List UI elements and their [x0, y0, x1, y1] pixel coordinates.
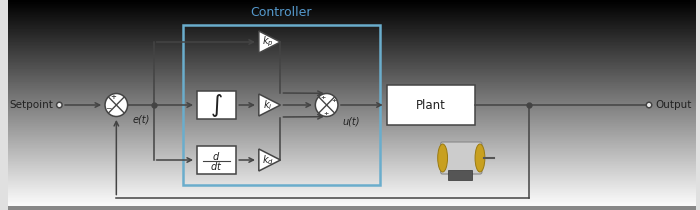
Text: +: + — [110, 94, 116, 100]
Polygon shape — [259, 149, 281, 171]
FancyBboxPatch shape — [447, 170, 472, 180]
Circle shape — [105, 93, 127, 117]
Text: +: + — [323, 111, 328, 116]
Text: u(t): u(t) — [343, 116, 360, 126]
Text: −: − — [105, 104, 111, 113]
Bar — [386, 85, 475, 125]
Bar — [197, 146, 236, 174]
Ellipse shape — [438, 144, 447, 172]
Text: +: + — [320, 95, 326, 100]
Text: $k_d$: $k_d$ — [262, 153, 274, 167]
Text: +: + — [331, 98, 336, 104]
Text: $k_p$: $k_p$ — [262, 35, 274, 49]
Text: Plant: Plant — [416, 98, 446, 112]
Bar — [183, 25, 379, 185]
FancyBboxPatch shape — [441, 142, 482, 174]
Ellipse shape — [475, 144, 485, 172]
Text: $d$: $d$ — [213, 150, 220, 162]
Text: $\int$: $\int$ — [210, 92, 223, 118]
Bar — [197, 91, 236, 119]
Circle shape — [57, 102, 62, 108]
Polygon shape — [259, 94, 281, 116]
Text: Output: Output — [655, 100, 692, 110]
Circle shape — [315, 93, 338, 117]
Text: Controller: Controller — [251, 6, 312, 19]
Circle shape — [646, 102, 652, 108]
Text: Setpoint: Setpoint — [10, 100, 53, 110]
Polygon shape — [259, 31, 281, 53]
Text: $dt$: $dt$ — [211, 160, 223, 172]
Bar — [8, 206, 696, 210]
Text: $k_i$: $k_i$ — [263, 98, 273, 112]
Text: e(t): e(t) — [132, 115, 150, 125]
